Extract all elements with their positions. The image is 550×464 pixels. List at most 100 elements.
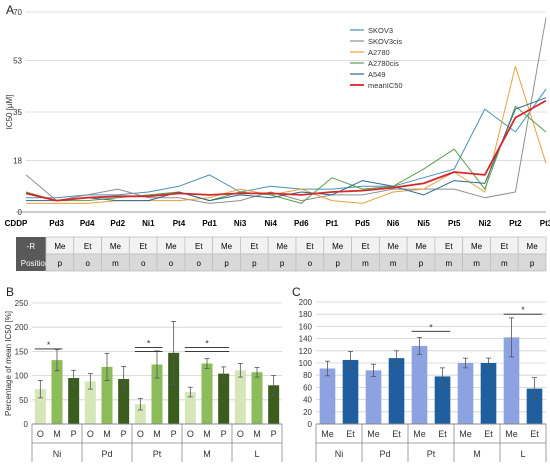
b-bar — [51, 360, 63, 424]
c-bar — [319, 368, 336, 424]
panel-a-grid — [26, 11, 546, 161]
b-bar — [268, 385, 280, 424]
panel-a-table-cell-text: m — [112, 259, 119, 268]
panel-a-table-cell-text: m — [473, 259, 480, 268]
c-bar — [434, 376, 451, 424]
c-significance-star: * — [521, 305, 525, 315]
panel-b-bars — [34, 320, 280, 424]
panel-a-x-tick: Pt5 — [448, 219, 461, 228]
b-bar — [168, 352, 180, 424]
c-bar-label: Et — [392, 429, 401, 439]
panel-a-y-tick: 70 — [13, 8, 22, 17]
panel-a-table-cell-text: p — [58, 259, 63, 268]
panel-a-table-cell-text: Me — [415, 242, 427, 251]
panel-a-table-cell-text: Me — [54, 242, 66, 251]
panel-a-y-axis-label: IC50 [µM] — [5, 95, 14, 130]
panel-a-y-tick: 18 — [13, 157, 22, 166]
b-bar-label: O — [137, 429, 144, 439]
c-y-tick: 120 — [299, 347, 313, 356]
c-bar-label: Et — [438, 429, 447, 439]
c-y-tick: 100 — [299, 359, 313, 368]
panel-a-table-cell-text: Me — [221, 242, 233, 251]
panel-a-x-tick: Ni6 — [387, 219, 400, 228]
panel-a-x-tick: Pd6 — [294, 219, 309, 228]
panel-a-table-cell-text: o — [85, 259, 90, 268]
c-y-tick: 160 — [299, 322, 313, 331]
b-bar — [251, 372, 263, 424]
b-bar-label: O — [87, 429, 94, 439]
b-bar-label: O — [237, 429, 244, 439]
panel-a-axes: 018355370CDDPPd3Pd4Pd2Ni1Pt4Pd1Ni3Ni4Pd6… — [5, 8, 550, 228]
b-group-label: Pt — [153, 449, 162, 459]
b-group-label: Ni — [53, 449, 62, 459]
panel-a-substituent-table: -R Position Me p Et o Me m Et o Me o Et o Me p Et p Me p Et o… — [16, 236, 547, 272]
b-y-tick: 100 — [15, 372, 29, 381]
panel-a-y-tick: 53 — [13, 57, 22, 66]
c-group-label: M — [473, 449, 481, 459]
panel-a-y-tick: 35 — [13, 108, 22, 117]
panel-a-table-row-label: Position — [21, 259, 49, 268]
panel-a-table-cell-text: o — [141, 259, 146, 268]
b-group-label: Pd — [101, 449, 112, 459]
b-group-label: M — [203, 449, 211, 459]
panel-a-table-cell-text: Me — [277, 242, 289, 251]
c-bar-label: Me — [505, 429, 518, 439]
panel-a-table-cell-text: Me — [527, 242, 539, 251]
b-bar-label: P — [121, 429, 127, 439]
b-bar — [118, 378, 130, 424]
c-bar — [526, 388, 543, 424]
panel-a-table-cell-text: Et — [195, 242, 203, 251]
c-bar — [411, 345, 428, 424]
c-bar-label: Me — [413, 429, 426, 439]
panel-a-series-line — [25, 105, 547, 204]
panel-a-x-tick: Ni1 — [142, 219, 155, 228]
panel-a-table-cell-text: o — [169, 259, 174, 268]
c-bar-label: Et — [346, 429, 355, 439]
c-group-label: Ni — [335, 449, 344, 459]
b-significance-star: * — [147, 339, 151, 349]
panel-a-x-tick: Ni4 — [264, 219, 277, 228]
panel-a-x-tick: Pt3 — [540, 219, 550, 228]
panel-label-b: B — [6, 285, 14, 299]
panel-a-table-cell-text: m — [362, 259, 369, 268]
c-bar — [388, 358, 405, 424]
c-bar-label: Et — [530, 429, 539, 439]
panel-a-table-cell-text: Et — [84, 242, 92, 251]
panel-a-table-cell-text: p — [530, 259, 535, 268]
panel-a-x-tick: Pd3 — [49, 219, 64, 228]
panel-a-series-line — [25, 17, 547, 204]
panel-a-table-row-label: -R — [27, 242, 36, 251]
panel-a-legend-label: A549 — [368, 70, 386, 79]
c-bar-label: Et — [484, 429, 493, 439]
c-bar — [503, 337, 520, 424]
b-bar — [234, 370, 246, 424]
panel-a-table-cell-text: p — [224, 259, 229, 268]
panel-a-x-tick: Pd5 — [355, 219, 370, 228]
b-bar-label: P — [271, 429, 277, 439]
panel-a-table-cell — [517, 253, 547, 272]
c-bar — [365, 370, 382, 424]
panel-a-x-tick: Pt1 — [326, 219, 339, 228]
b-bar-label: M — [103, 429, 111, 439]
b-bar-label: M — [253, 429, 261, 439]
panel-b-y-axis-label: Percentage of mean IC50 [%] — [4, 311, 13, 416]
b-bar — [101, 366, 113, 424]
panel-a-table-cell-text: m — [445, 259, 452, 268]
panel-a-series-line — [26, 97, 547, 202]
c-y-tick: 20 — [303, 408, 312, 417]
b-bar-label: O — [187, 429, 194, 439]
c-y-tick: 200 — [299, 298, 313, 307]
c-y-tick: 0 — [308, 420, 313, 429]
panel-a-x-tick: Pd1 — [202, 219, 217, 228]
panel-a-series-line — [26, 88, 547, 199]
c-group-label: Pt — [427, 449, 436, 459]
panel-a-table-cell-text: Me — [332, 242, 344, 251]
b-bar-label: M — [153, 429, 161, 439]
panel-a-table-cell-text: p — [419, 259, 424, 268]
c-bar-label: Me — [459, 429, 472, 439]
c-y-tick: 40 — [303, 396, 312, 405]
c-group-label: L — [520, 449, 525, 459]
